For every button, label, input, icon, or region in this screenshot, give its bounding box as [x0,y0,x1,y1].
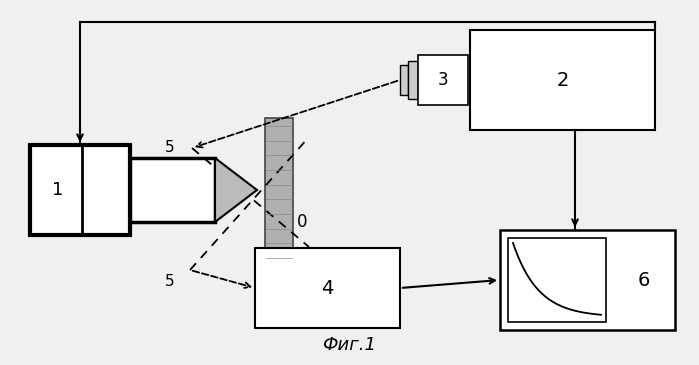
Bar [508,238,606,322]
Bar [470,30,655,130]
Text: 0: 0 [297,213,308,231]
Bar [408,61,418,99]
Text: 4: 4 [322,278,333,297]
Bar [130,158,215,222]
Bar [30,145,130,235]
Text: 5: 5 [166,141,175,155]
Text: 6: 6 [637,270,649,289]
Bar [500,230,675,330]
Text: 3: 3 [438,71,448,89]
Bar [265,118,293,266]
Text: 2: 2 [556,70,569,89]
Text: 5: 5 [164,274,174,289]
Bar [400,65,408,95]
Text: 1: 1 [52,181,64,199]
Text: Фиг.1: Фиг.1 [322,336,377,354]
Bar [255,248,400,328]
Bar [418,55,468,105]
Polygon shape [215,158,257,222]
